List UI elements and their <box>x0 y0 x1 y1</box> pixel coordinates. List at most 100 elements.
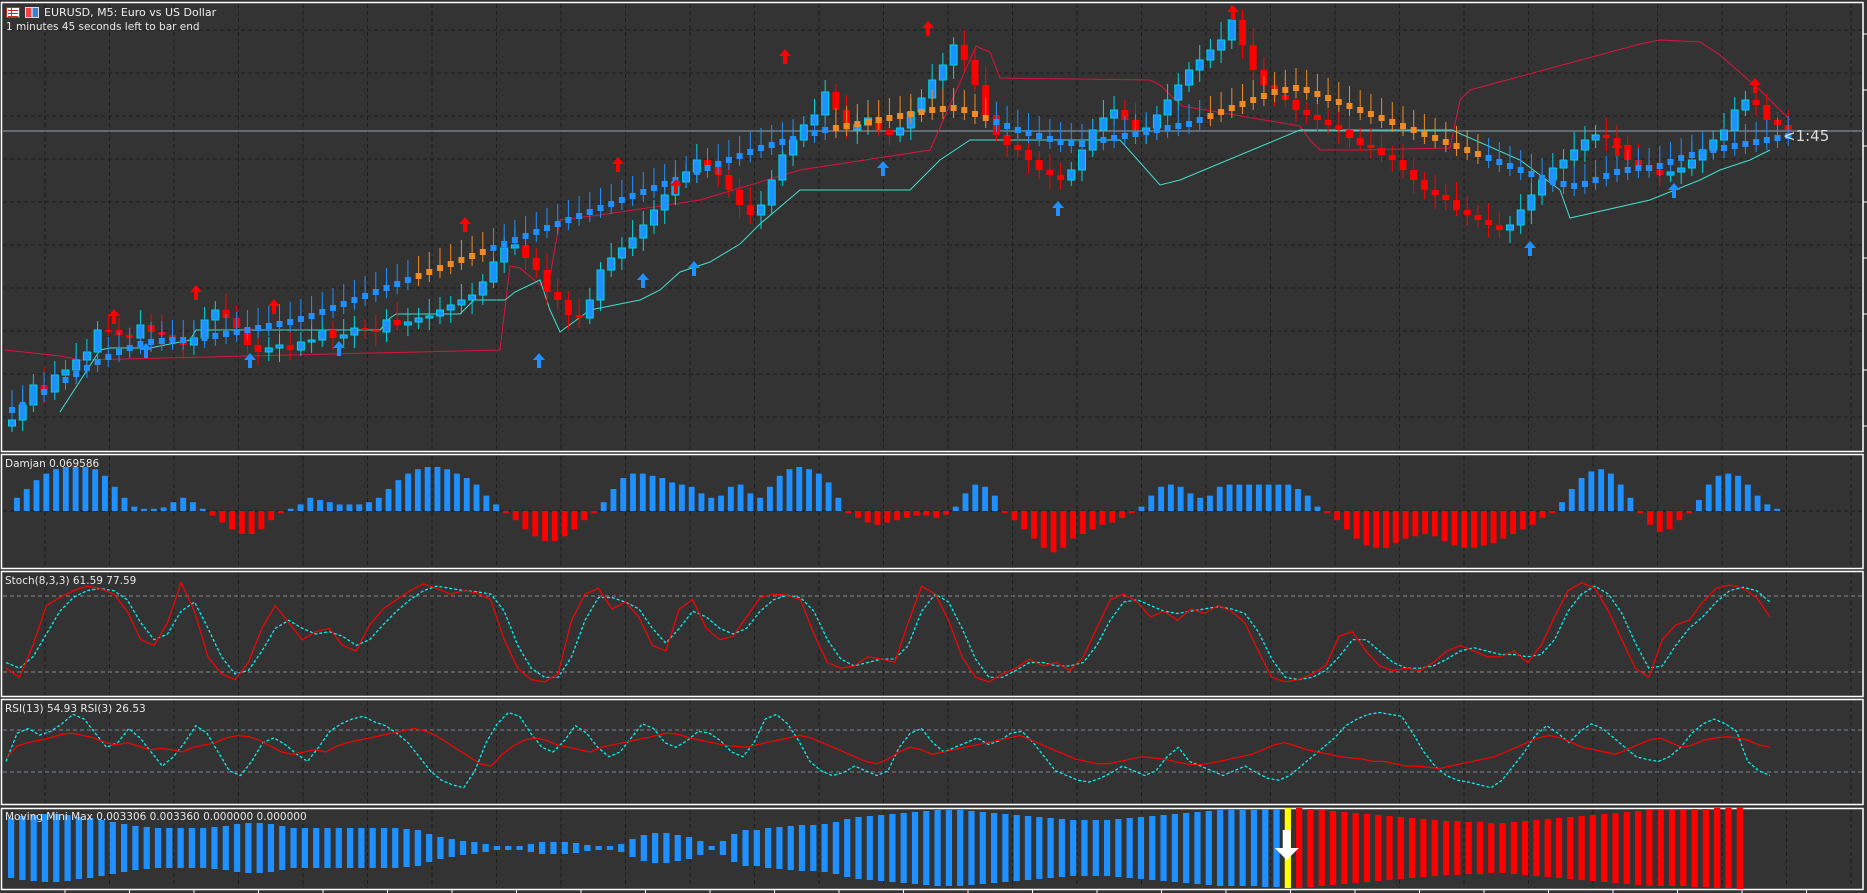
damjan-bar <box>444 469 451 511</box>
moving-average-dot <box>1400 123 1406 129</box>
chart-save-icon[interactable] <box>25 7 39 18</box>
mmm-bar <box>674 835 681 861</box>
damjan-bar <box>1040 511 1047 548</box>
resistance-trail-line <box>4 39 1791 361</box>
damjan-bar <box>542 511 548 541</box>
blue-buy-arrow-icon <box>637 273 649 288</box>
bull-candle <box>339 334 348 339</box>
rsi-panel[interactable] <box>0 698 1864 806</box>
bull-candle <box>1217 39 1226 51</box>
damjan-bar <box>53 469 59 511</box>
moving-average-dot <box>950 105 957 111</box>
mmm-bar <box>98 820 105 876</box>
moving-average-dot <box>62 377 69 383</box>
moving-average-dot <box>1303 87 1310 93</box>
mmm-bar <box>1567 817 1574 879</box>
chart-list-icon[interactable] <box>6 7 20 18</box>
mmm-bar <box>1070 820 1077 876</box>
bear-candle <box>1420 180 1428 190</box>
mmm-bar <box>878 815 885 881</box>
mmm-bar <box>527 844 534 852</box>
moving-average-dot <box>1496 159 1503 165</box>
damjan-bar <box>894 511 900 521</box>
moving-average-dot <box>961 107 968 113</box>
moving-average-dot <box>1143 129 1150 135</box>
red-signal-arrow-icon <box>268 299 280 314</box>
damjan-bar <box>1304 495 1311 511</box>
moving-average-dot <box>1164 125 1171 131</box>
damjan-bar <box>14 497 20 511</box>
damjan-bar <box>766 486 773 511</box>
damjan-bar <box>1656 511 1663 532</box>
moving-average-dot <box>404 277 411 283</box>
mmm-bar <box>516 846 523 850</box>
bull-candle <box>1067 169 1076 181</box>
damjan-bar <box>72 467 79 511</box>
moving-average-dot <box>265 323 272 329</box>
bear-candle <box>1035 160 1043 170</box>
bear-candle <box>1356 138 1364 145</box>
stochastic-panel[interactable] <box>0 570 1864 698</box>
damjan-bar <box>639 473 646 511</box>
damjan-bar <box>1383 511 1389 548</box>
damjan-bar <box>454 473 460 511</box>
damjan-bar <box>1109 511 1116 523</box>
damjan-bar <box>1529 511 1536 525</box>
damjan-bar <box>776 475 783 511</box>
bear-candle <box>1239 20 1246 45</box>
price-chart[interactable] <box>0 1 1864 453</box>
mmm-bar <box>358 828 365 868</box>
moving-mini-max-panel[interactable] <box>0 807 1864 891</box>
damjan-bar <box>1539 511 1546 518</box>
bear-candle <box>554 292 562 300</box>
damjan-bar <box>1686 511 1693 514</box>
moving-average-dot <box>1453 143 1460 149</box>
mmm-bar <box>719 841 727 855</box>
rsi13-line <box>5 727 1771 770</box>
moving-average-dot <box>1218 109 1225 115</box>
bull-candle <box>1741 99 1750 111</box>
mmm-bar <box>1194 812 1201 884</box>
moving-average-dot <box>447 261 454 267</box>
mmm-bar <box>154 828 162 868</box>
mmm-bar <box>1329 811 1337 885</box>
moving-average-dot <box>1228 105 1235 111</box>
mmm-bar <box>279 826 286 870</box>
damjan-bar <box>630 473 636 511</box>
damjan-bar <box>23 489 30 511</box>
moving-average-dot <box>1186 121 1192 127</box>
damjan-bar <box>180 497 187 511</box>
moving-average-dot <box>1196 117 1203 123</box>
damjan-bar <box>933 511 940 518</box>
damjan-bar <box>297 504 304 511</box>
mmm-bar <box>380 828 388 868</box>
damjan-bar <box>1265 484 1272 511</box>
damjan-bar <box>190 502 196 511</box>
mmm-bar <box>798 825 806 871</box>
moving-average-dot <box>1079 141 1085 147</box>
bear-candle <box>1367 145 1375 148</box>
stoch-main-line <box>5 581 1771 683</box>
moving-average-dot <box>372 289 379 295</box>
damjan-bar <box>1128 511 1135 514</box>
damjan-panel[interactable] <box>0 453 1864 570</box>
bear-candle <box>1485 220 1493 225</box>
damjan-bar <box>160 507 167 511</box>
bear-candle <box>832 92 840 110</box>
mmm-bar <box>256 823 263 873</box>
bull-candle <box>1527 194 1536 211</box>
moving-average-dot <box>790 136 797 142</box>
red-signal-arrow-icon <box>670 179 682 194</box>
moving-average-dot <box>1624 167 1631 173</box>
bull-candle <box>1580 139 1589 151</box>
moving-average-dot <box>1357 107 1364 113</box>
damjan-bar <box>737 484 744 511</box>
mmm-bar <box>41 814 49 882</box>
moving-average-dot <box>276 321 283 327</box>
mmm-bar <box>1228 810 1235 886</box>
damjan-bar <box>982 486 988 511</box>
mmm-bar <box>1183 813 1190 883</box>
bear-candle <box>1313 115 1321 120</box>
